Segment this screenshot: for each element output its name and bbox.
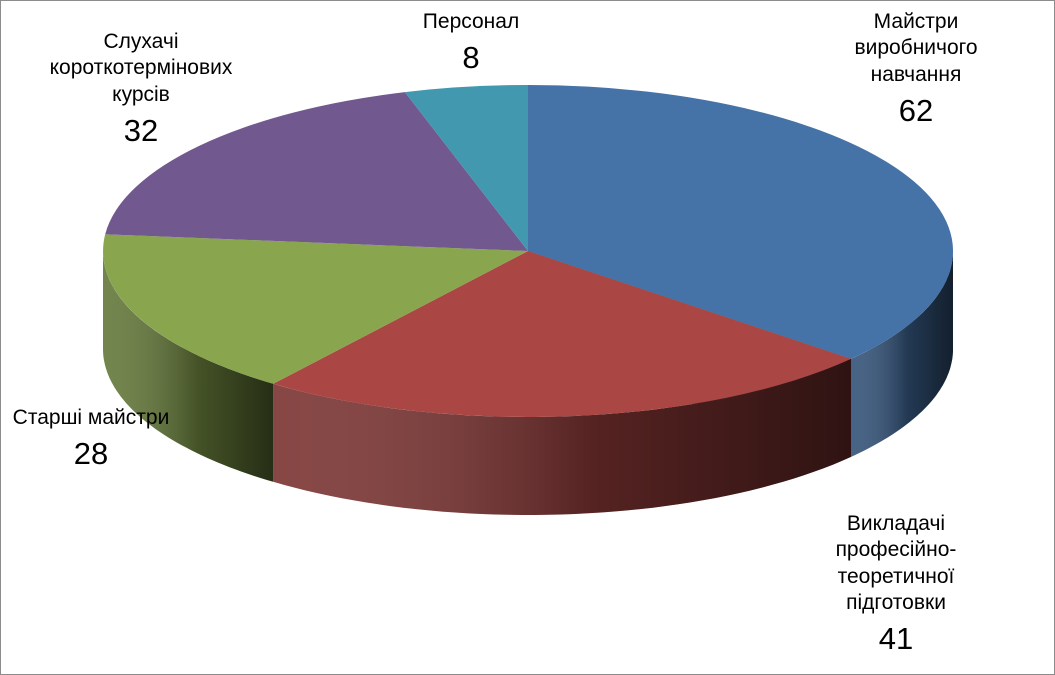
data-label-course-students: Слухачі короткотермінових курсів 32 (41, 29, 241, 151)
pie-slice-course-students (105, 92, 528, 251)
data-label-masters: Майстри виробничого навчання 62 (841, 9, 991, 131)
data-label-value: 62 (898, 92, 934, 128)
pie-side-shading (851, 251, 953, 457)
data-label-staff: Персонал 8 (396, 9, 546, 78)
pie-slice-senior-masters (103, 234, 528, 384)
pie-side-shading (103, 251, 274, 482)
data-label-senior-masters: Старші майстри 28 (1, 405, 181, 474)
data-label-name: Персонал (422, 10, 520, 33)
pie-slice-masters (528, 85, 954, 359)
data-label-name: Викладачі професійно- теоретичної підгот… (835, 512, 957, 614)
pie-slice-staff (404, 84, 528, 251)
data-label-name: Старші майстри (12, 406, 170, 429)
data-label-value: 8 (462, 40, 480, 76)
data-label-value: 28 (73, 436, 109, 472)
data-label-value: 41 (878, 621, 914, 656)
data-label-name: Слухачі короткотермінових курсів (49, 30, 233, 106)
pie-side-shading (273, 358, 851, 515)
pie-slice-teachers (273, 251, 851, 417)
data-label-teachers: Викладачі професійно- теоретичної підгот… (811, 511, 981, 659)
data-label-value: 32 (123, 112, 159, 148)
data-label-name: Майстри виробничого навчання (854, 10, 978, 86)
